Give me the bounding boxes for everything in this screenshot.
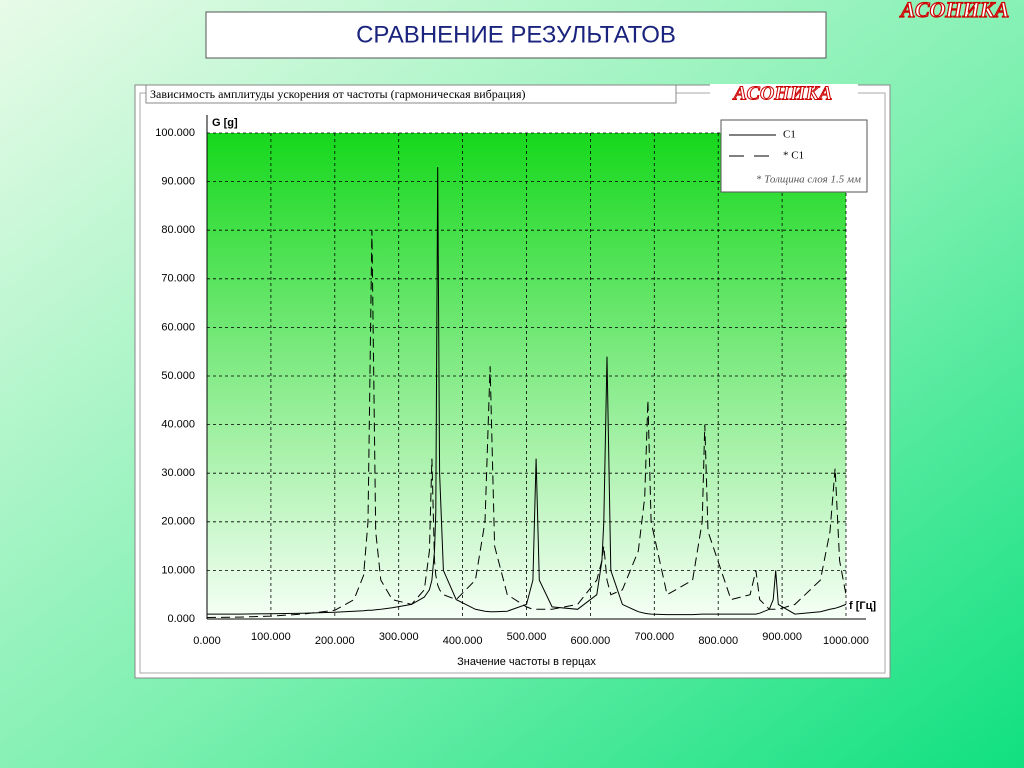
- y-tick-label: 100.000: [155, 127, 195, 139]
- series-line: [207, 166, 847, 616]
- annotation: * Толщина слоя 1.5 мм: [756, 174, 861, 186]
- x-tick-label: 600.000: [571, 635, 611, 647]
- y-tick-label: 50.000: [161, 370, 195, 382]
- x-tick-label: 500.000: [507, 631, 547, 643]
- x-tick-label: 800.000: [698, 635, 738, 647]
- y-tick-label: 60.000: [161, 321, 195, 333]
- logo: АСОНИКА: [899, 0, 1010, 22]
- x-tick-label: 900.000: [762, 631, 802, 643]
- x-tick-label: 400.000: [443, 635, 483, 647]
- legend-label: * C1: [783, 150, 804, 162]
- panel-title-box: [145, 84, 677, 104]
- x-tick-label: 0.000: [193, 635, 221, 647]
- legend-label: C1: [783, 129, 796, 141]
- x-axis-title: Значение частоты в герцах: [457, 656, 596, 668]
- title-box: [205, 11, 827, 59]
- panel-title: Зависимость амплитуды ускорения от часто…: [150, 87, 525, 101]
- legend: [720, 119, 868, 193]
- x-tick-label: 700.000: [634, 631, 674, 643]
- x-axis-label: f [Гц]: [849, 600, 876, 612]
- series-line: [206, 230, 847, 618]
- y-tick-label: 70.000: [161, 273, 195, 285]
- x-tick-label: 1000.000: [823, 635, 869, 647]
- chart: 0.000 10.000 20.000 30.000 40.000 50.000 60.00…: [155, 115, 876, 668]
- x-tick-label: 200.000: [315, 635, 355, 647]
- slide-title: СРАВНЕНИЕ РЕЗУЛЬТАТОВ: [356, 21, 676, 48]
- x-tick-label: 100.000: [251, 631, 291, 643]
- y-axis-label: G [g]: [212, 117, 238, 129]
- y-tick-label: 20.000: [161, 516, 195, 528]
- y-tick-label: 10.000: [161, 564, 195, 576]
- x-tick-label: 300.000: [379, 631, 419, 643]
- y-tick-label: 40.000: [161, 419, 195, 431]
- y-tick-label: 30.000: [161, 467, 195, 479]
- logo-back: [710, 84, 858, 104]
- panel-logo: АСОНИКА: [732, 83, 833, 105]
- y-tick-label: 80.000: [161, 224, 195, 236]
- y-tick-label: 90.000: [161, 176, 195, 188]
- y-tick-label: 0.000: [167, 613, 195, 625]
